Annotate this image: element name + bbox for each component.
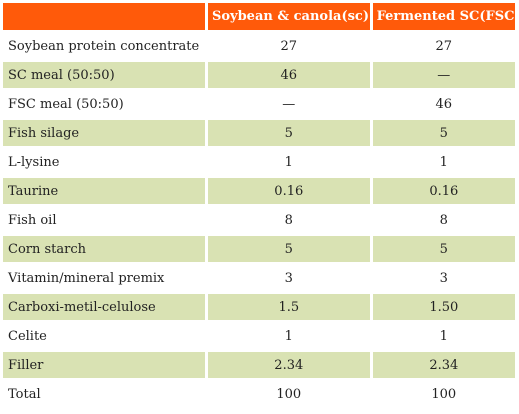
table-row: FSC meal (50:50) — 46 (3, 91, 515, 117)
table-row: Taurine 0.16 0.16 (3, 178, 515, 204)
fsc-value: 5 (372, 236, 515, 262)
sc-value: 100 (207, 381, 370, 407)
fsc-value: 3 (372, 265, 515, 291)
header-ingredient (3, 3, 205, 30)
sc-value: — (207, 91, 370, 117)
fsc-value: 2.34 (372, 352, 515, 378)
sc-value: 2.34 (207, 352, 370, 378)
table-row: Soybean protein concentrate 27 27 (3, 33, 515, 59)
ingredient-name: Fish silage (3, 120, 205, 146)
fsc-value: 1 (372, 323, 515, 349)
fsc-value: 100 (372, 381, 515, 407)
ingredient-name: FSC meal (50:50) (3, 91, 205, 117)
table-body: Soybean protein concentrate 27 27 SC mea… (3, 33, 515, 407)
sc-value: 27 (207, 33, 370, 59)
sc-value: 1.5 (207, 294, 370, 320)
sc-value: 3 (207, 265, 370, 291)
ingredient-name: Taurine (3, 178, 205, 204)
table-header: Soybean & canola(sc) Fermented SC(FSC) (3, 3, 515, 30)
ingredient-name: Soybean protein concentrate (3, 33, 205, 59)
sc-value: 0.16 (207, 178, 370, 204)
sc-value: 5 (207, 236, 370, 262)
table-row: Vitamin/mineral premix 3 3 (3, 265, 515, 291)
table-row: Fish silage 5 5 (3, 120, 515, 146)
fsc-value: 5 (372, 120, 515, 146)
ingredient-name: Vitamin/mineral premix (3, 265, 205, 291)
ingredient-name: Fish oil (3, 207, 205, 233)
sc-value: 1 (207, 323, 370, 349)
fsc-value: 1 (372, 149, 515, 175)
sc-value: 46 (207, 62, 370, 88)
table-row: Total 100 100 (3, 381, 515, 407)
table-row: Fish oil 8 8 (3, 207, 515, 233)
fsc-value: 27 (372, 33, 515, 59)
ingredient-name: Carboxi-metil-celulose (3, 294, 205, 320)
table-row: Filler 2.34 2.34 (3, 352, 515, 378)
fsc-value: 46 (372, 91, 515, 117)
sc-value: 1 (207, 149, 370, 175)
header-soybean-canola: Soybean & canola(sc) (207, 3, 370, 30)
header-row: Soybean & canola(sc) Fermented SC(FSC) (3, 3, 515, 30)
header-fermented-sc: Fermented SC(FSC) (372, 3, 515, 30)
table-row: Celite 1 1 (3, 323, 515, 349)
fsc-value: 0.16 (372, 178, 515, 204)
ingredient-name: SC meal (50:50) (3, 62, 205, 88)
table-row: L-lysine 1 1 (3, 149, 515, 175)
table-row: SC meal (50:50) 46 — (3, 62, 515, 88)
diet-composition-table-container: Soybean & canola(sc) Fermented SC(FSC) S… (3, 3, 515, 410)
ingredient-name: Filler (3, 352, 205, 378)
ingredient-name: Corn starch (3, 236, 205, 262)
sc-value: 5 (207, 120, 370, 146)
fsc-value: 1.50 (372, 294, 515, 320)
fsc-value: — (372, 62, 515, 88)
ingredient-name: Total (3, 381, 205, 407)
table-row: Corn starch 5 5 (3, 236, 515, 262)
ingredient-name: L-lysine (3, 149, 205, 175)
fsc-value: 8 (372, 207, 515, 233)
table-row: Carboxi-metil-celulose 1.5 1.50 (3, 294, 515, 320)
ingredient-name: Celite (3, 323, 205, 349)
sc-value: 8 (207, 207, 370, 233)
